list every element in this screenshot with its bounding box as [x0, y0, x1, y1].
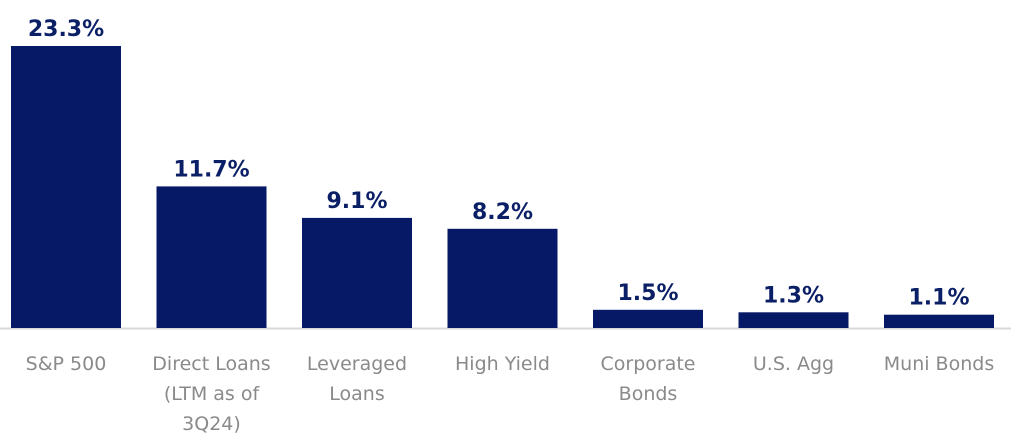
category-label-line: 3Q24) — [182, 413, 241, 435]
category-label: Direct Loans (LTM as of 3Q24) — [152, 353, 270, 435]
bar — [302, 217, 412, 328]
category-label: Muni Bonds — [884, 353, 994, 375]
bar — [156, 186, 267, 328]
bar — [738, 312, 849, 328]
category-label: S&P 500 — [26, 353, 107, 375]
category-label-line: Corporate — [601, 353, 696, 375]
data-label: 1.5% — [617, 281, 678, 306]
bar — [593, 309, 703, 328]
category-label: Corporate Bonds — [601, 353, 696, 405]
data-label: 11.7% — [173, 157, 249, 182]
category-label-line: Bonds — [619, 383, 678, 405]
category-label-line: U.S. Agg — [753, 353, 834, 375]
data-label: 1.3% — [763, 283, 824, 308]
category-label: High Yield — [455, 353, 550, 375]
category-label-line: Muni Bonds — [884, 353, 994, 375]
category-label: Leveraged Loans — [307, 353, 407, 405]
category-label-line: S&P 500 — [26, 353, 107, 375]
category-label-line: (LTM as of — [164, 383, 261, 405]
category-label-line: Loans — [329, 383, 384, 405]
data-label: 8.2% — [472, 200, 533, 225]
bar — [11, 46, 121, 328]
data-label: 9.1% — [326, 189, 387, 214]
category-label-line: Direct Loans — [152, 353, 270, 375]
data-label: 23.3% — [28, 17, 104, 42]
category-label: U.S. Agg — [753, 353, 834, 375]
bar — [447, 228, 558, 328]
data-label: 1.1% — [908, 286, 969, 311]
category-label-line: Leveraged — [307, 353, 407, 375]
category-label-line: High Yield — [455, 353, 550, 375]
bar — [884, 314, 994, 328]
